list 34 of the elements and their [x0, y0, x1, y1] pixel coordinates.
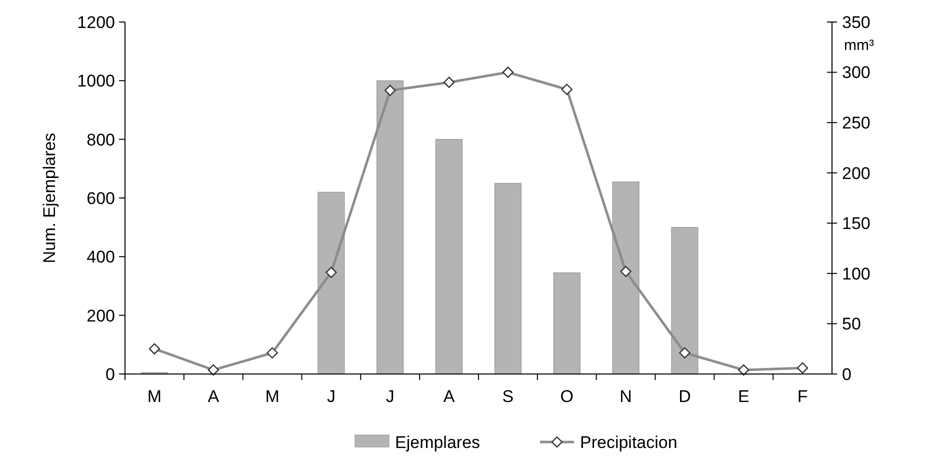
x-tick-label: A	[443, 387, 456, 406]
x-tick-label: F	[797, 387, 808, 406]
x-tick-label: O	[560, 387, 574, 406]
x-tick-label: M	[265, 387, 280, 406]
x-tick-label: J	[326, 387, 336, 406]
bar	[436, 139, 463, 374]
y-tick-label: 400	[86, 248, 115, 267]
y2-tick-label: 50	[842, 314, 861, 334]
legend-label: Ejemplares	[395, 432, 480, 452]
y-tick-label: 200	[86, 306, 115, 326]
y-tick-label: 1200	[77, 12, 115, 32]
y-tick-label: 800	[86, 130, 115, 150]
y-tick-label: 600	[86, 188, 115, 208]
x-tick-label: E	[738, 387, 750, 406]
y-tick-label: 1000	[77, 72, 115, 91]
x-tick-label: M	[147, 387, 162, 406]
x-tick-label: D	[678, 387, 691, 406]
x-tick-label: N	[620, 387, 632, 406]
x-tick-label: J	[386, 387, 394, 406]
bar	[494, 183, 522, 374]
bar	[553, 272, 580, 374]
y2-tick-label: 100	[842, 264, 870, 284]
y2-tick-label: 350	[842, 12, 870, 32]
y2-axis-title: mm³	[844, 37, 874, 54]
y2-tick-label: 300	[842, 63, 870, 82]
x-tick-label: S	[502, 387, 514, 406]
legend-label: Precipitacion	[580, 432, 678, 452]
y2-tick-label: 150	[842, 214, 870, 234]
y2-tick-label: 200	[842, 164, 870, 183]
y-tick-label: 0	[106, 364, 115, 384]
y2-tick-label: 0	[842, 364, 852, 384]
y-axis-title: Num. Ejemplares	[40, 132, 59, 264]
x-tick-label: A	[208, 387, 220, 406]
y2-tick-label: 250	[842, 114, 870, 133]
